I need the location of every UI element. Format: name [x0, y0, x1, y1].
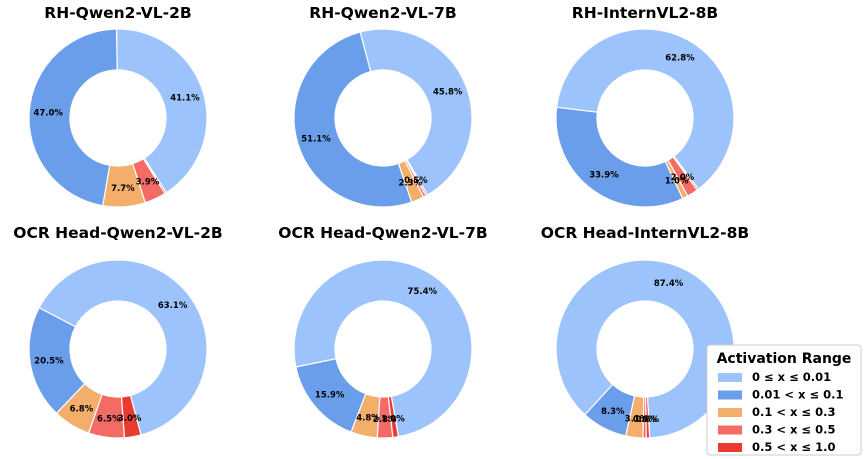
slice-label: 45.8% — [433, 87, 463, 97]
chart-title: RH-Qwen2-VL-7B — [309, 4, 456, 22]
slice-label: 51.1% — [301, 134, 331, 144]
slice-label: 3.0% — [118, 414, 142, 424]
donut-slice — [645, 396, 651, 439]
donut-charts: RH-Qwen2-VL-2B41.1%47.0%7.7%3.9%RH-Qwen2… — [13, 4, 749, 439]
donut-chart: RH-Qwen2-VL-7B 45.8% 51.1% 2.3%0.5% — [293, 4, 473, 208]
slice-label: 15.9% — [315, 390, 345, 400]
donut-slice — [555, 106, 684, 208]
slice-label: 63.1% — [158, 301, 188, 311]
slice-label: 3.1% — [625, 414, 649, 424]
legend-label: 0.01 < x ≤ 0.1 — [752, 388, 843, 402]
chart-title: OCR Head-InternVL2-8B — [541, 224, 749, 242]
slice-label: 3.9% — [136, 177, 160, 187]
legend-swatch — [718, 408, 742, 417]
donut-chart: RH-Qwen2-VL-2B 41.1% 47.0% 7.7%3.9% — [28, 4, 208, 208]
legend-swatch — [718, 373, 742, 382]
chart-title: OCR Head-Qwen2-VL-2B — [13, 224, 222, 242]
donut-slice — [38, 259, 208, 436]
donut-slice — [555, 259, 735, 439]
slice-label: 8.3% — [601, 407, 625, 417]
donut-slice — [28, 28, 118, 207]
legend-swatch — [718, 443, 742, 452]
slice-label: 2.0% — [671, 173, 695, 183]
legend-label: 0.3 < x ≤ 0.5 — [752, 423, 835, 437]
donut-slice — [115, 28, 208, 194]
donut-slice — [120, 394, 142, 439]
slice-label: 1.0% — [665, 176, 689, 186]
chart-title: OCR Head-Qwen2-VL-7B — [278, 224, 487, 242]
slice-label: 0.6% — [633, 415, 657, 425]
chart-title: RH-Qwen2-VL-2B — [44, 4, 191, 22]
slice-label: 0.6% — [636, 415, 660, 425]
slice-label: 2.8% — [373, 415, 397, 425]
donut-chart: OCR Head-Qwen2-VL-7B 75.4% 15.9% 4.8%2.8%1.… — [278, 224, 488, 439]
legend-frame — [706, 344, 862, 456]
slice-label: 87.4% — [654, 279, 684, 289]
slice-label: 4.8% — [356, 413, 380, 423]
donut-chart: OCR Head-InternVL2-8B87.4%8.3%3.1%0.6%0.… — [541, 224, 749, 439]
legend-swatch — [718, 390, 742, 400]
slice-label: 6.8% — [70, 405, 94, 415]
slice-label: 0.5% — [404, 176, 428, 186]
donut-slice — [142, 157, 168, 195]
donut-slice — [293, 31, 413, 208]
slice-label: 6.5% — [97, 414, 121, 424]
legend-label: 0.1 < x ≤ 0.3 — [752, 405, 835, 419]
donut-chart: RH-InternVL2-8B 62.8% 33.9% 1.0%2.0% — [555, 4, 735, 208]
slice-label: 41.1% — [170, 94, 200, 104]
donut-slice — [359, 28, 473, 196]
slice-label: 7.7% — [111, 184, 135, 194]
donut-slice — [555, 28, 735, 190]
slice-label: 2.3% — [399, 178, 423, 188]
slice-label: 1.0% — [381, 414, 405, 424]
slice-label: 75.4% — [408, 287, 438, 297]
legend-label: 0.5 < x ≤ 1.0 — [752, 440, 835, 454]
slice-label: 62.8% — [665, 53, 695, 63]
donut-slice — [387, 395, 400, 439]
donut-slice — [293, 259, 473, 438]
chart-title: RH-InternVL2-8B — [572, 4, 718, 22]
legend-items: 0 ≤ x ≤ 0.01 0.01 < x ≤ 0.1 0.1 < x ≤ 0.3 0… — [718, 370, 843, 454]
donut-chart: OCR Head-Qwen2-VL-2B 63.1% 20.5% 6.8%6.5%3.… — [13, 224, 223, 439]
donut-slice — [672, 155, 700, 191]
legend-label: 0 ≤ x ≤ 0.01 — [752, 370, 831, 384]
legend-swatch — [718, 425, 742, 435]
slice-label: 33.9% — [589, 171, 619, 181]
slice-label: 47.0% — [33, 109, 63, 119]
legend-title: Activation Range — [717, 351, 852, 367]
legend: Activation Range 0 ≤ x ≤ 0.01 0.01 < x ≤ … — [706, 344, 862, 456]
donut-slice — [405, 158, 429, 197]
slice-label: 20.5% — [34, 356, 64, 366]
